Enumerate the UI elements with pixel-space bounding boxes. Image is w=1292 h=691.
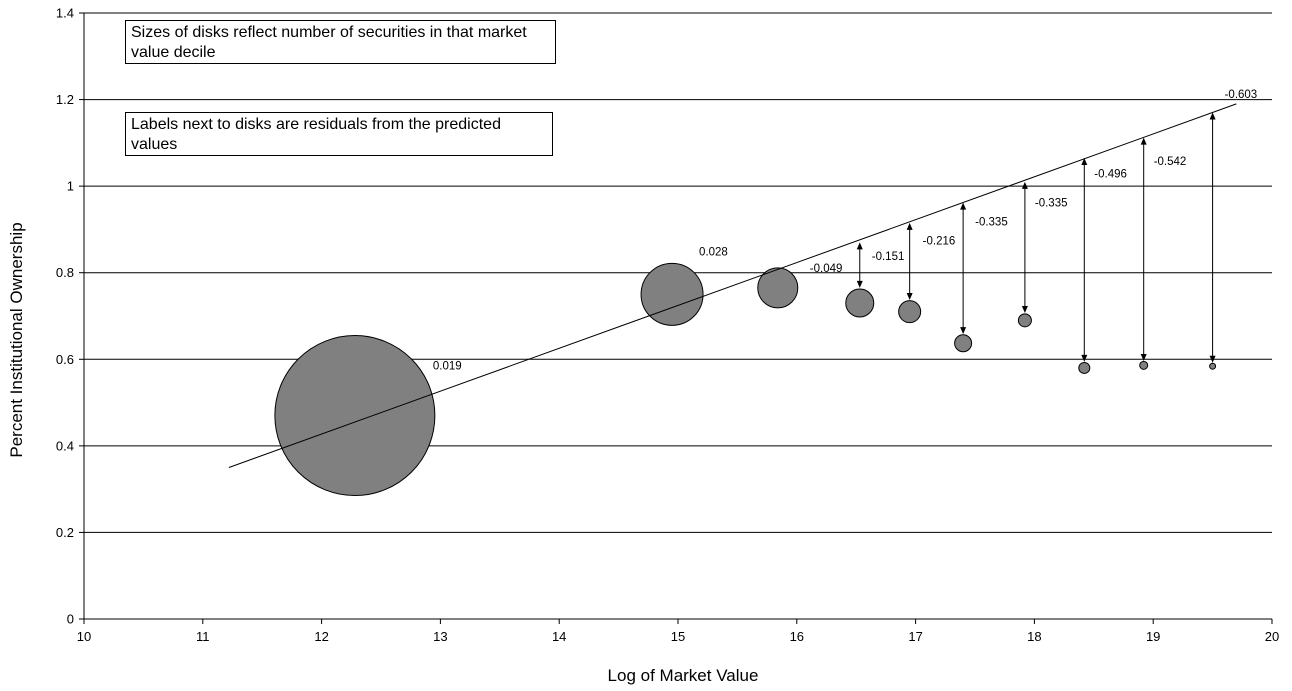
residual-arrow-2	[960, 202, 967, 335]
x-tick-label-0: 10	[77, 629, 91, 644]
annotation-text-residuals: Labels next to disks are residuals from …	[131, 116, 501, 153]
fit-line-group	[228, 103, 1237, 468]
residual-arrow-head-bottom-2	[960, 327, 967, 335]
disk-5	[954, 334, 973, 353]
residual-label-1: 0.028	[699, 246, 728, 258]
x-tick-label-7: 17	[908, 629, 922, 644]
x-tick-label-8: 18	[1027, 629, 1041, 644]
x-tick-label-5: 15	[671, 629, 685, 644]
annotation-box-residuals: Labels next to disks are residuals from …	[125, 112, 553, 156]
residual-arrow-1	[906, 222, 913, 300]
y-tick-label-5: 1	[67, 179, 74, 194]
residual-arrow-head-top-3	[1021, 181, 1028, 189]
residual-label-5: -0.335	[975, 216, 1008, 228]
annotation-box-disk-sizes: Sizes of disks reflect number of securit…	[125, 20, 556, 64]
residual-arrow-head-bottom-4	[1081, 354, 1088, 362]
x-tick-label-1: 11	[196, 629, 210, 644]
residual-arrow-head-top-2	[960, 202, 967, 210]
residual-arrow-head-top-4	[1081, 158, 1088, 166]
x-tick-labels: 10 11 12 13 14 15 16 17 18 19 20	[77, 629, 1279, 644]
disk-8	[1139, 360, 1149, 370]
residual-label-2: -0.049	[810, 263, 843, 275]
disk-1	[640, 262, 704, 326]
x-tick-label-6: 16	[790, 629, 804, 644]
y-tick-label-0: 0	[67, 612, 74, 627]
axes	[79, 12, 1273, 624]
disk-9	[1209, 362, 1217, 370]
residual-arrow-4	[1081, 158, 1088, 362]
residual-arrow-0	[856, 242, 863, 288]
annotation-text-disk-sizes: Sizes of disks reflect number of securit…	[131, 24, 527, 61]
residual-arrow-head-top-1	[906, 222, 913, 230]
y-tick-label-6: 1.2	[56, 92, 74, 107]
y-tick-labels: 0 0.2 0.4 0.6 0.8 1 1.2 1.4	[56, 6, 74, 627]
disk-0	[274, 335, 436, 497]
residual-label-9: -0.603	[1225, 89, 1258, 101]
residual-label-3: -0.151	[872, 251, 905, 263]
disk-6	[1017, 313, 1032, 328]
disk-7	[1078, 361, 1091, 374]
residual-arrow-3	[1021, 181, 1028, 313]
fit-line	[228, 103, 1237, 468]
x-tick-label-10: 20	[1265, 629, 1279, 644]
x-tick-label-2: 12	[314, 629, 328, 644]
residual-arrow-head-bottom-3	[1021, 305, 1028, 313]
y-tick-label-3: 0.6	[56, 352, 74, 367]
x-tick-label-4: 14	[552, 629, 566, 644]
y-axis-title: Percent Institutional Ownership	[7, 222, 26, 457]
residual-label-6: -0.335	[1035, 197, 1068, 209]
residual-arrow-head-bottom-6	[1209, 355, 1216, 363]
residual-arrow-head-bottom-1	[906, 292, 913, 300]
disk-3	[845, 288, 875, 318]
disk-series	[274, 262, 1217, 497]
residual-arrow-head-top-5	[1140, 137, 1147, 145]
x-axis-title: Log of Market Value	[608, 666, 759, 685]
residual-arrow-head-top-6	[1209, 112, 1216, 120]
y-tick-label-2: 0.4	[56, 438, 74, 453]
residual-labels: 0.019 0.028 -0.049 -0.151 -0.216 -0.335 -0.335…	[433, 89, 1257, 372]
y-tick-label-1: 0.2	[56, 525, 74, 540]
residual-arrow-head-bottom-5	[1140, 354, 1147, 362]
residual-label-8: -0.542	[1154, 156, 1187, 168]
residual-label-7: -0.496	[1094, 169, 1127, 181]
residual-arrow-5	[1140, 137, 1147, 362]
residual-label-0: 0.019	[433, 361, 462, 373]
y-tick-label-4: 0.8	[56, 265, 74, 280]
residual-arrow-head-top-0	[856, 242, 863, 250]
residual-label-4: -0.216	[923, 236, 956, 248]
y-tick-label-7: 1.4	[56, 6, 74, 21]
x-tick-label-9: 19	[1146, 629, 1160, 644]
residual-arrow-head-bottom-0	[856, 280, 863, 288]
disk-2	[757, 267, 799, 309]
x-tick-label-3: 13	[433, 629, 447, 644]
residual-arrow-6	[1209, 112, 1216, 363]
residual-arrows	[856, 112, 1216, 363]
disk-4	[898, 300, 922, 324]
